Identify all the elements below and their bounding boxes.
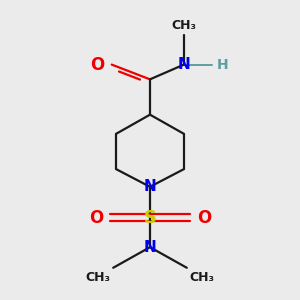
Text: H: H: [216, 58, 228, 72]
Text: N: N: [144, 240, 156, 255]
Text: N: N: [144, 179, 156, 194]
Text: CH₃: CH₃: [171, 19, 196, 32]
Text: S: S: [143, 209, 157, 227]
Text: O: O: [88, 209, 103, 227]
Text: O: O: [197, 209, 212, 227]
Text: O: O: [90, 56, 104, 74]
Text: CH₃: CH₃: [190, 271, 215, 284]
Text: CH₃: CH₃: [85, 271, 110, 284]
Text: N: N: [178, 57, 190, 72]
